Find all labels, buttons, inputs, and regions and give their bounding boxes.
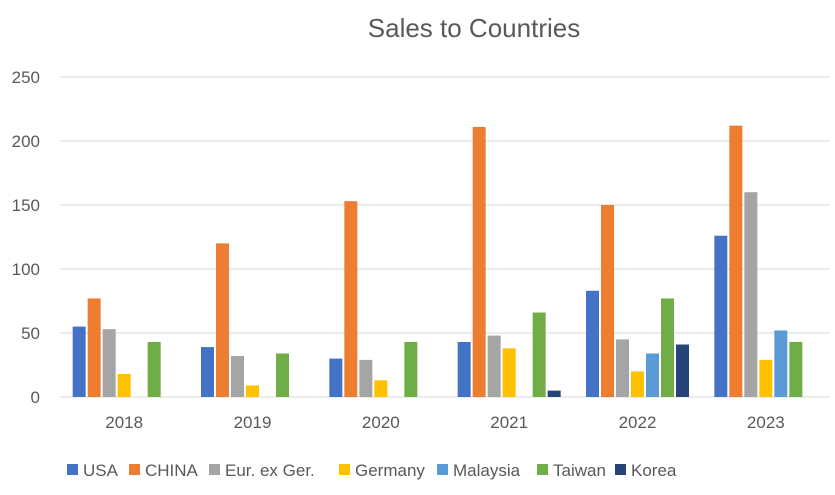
bar-germany-2019 — [246, 385, 259, 397]
bar-korea-2022 — [676, 344, 689, 397]
bar-taiwan-2022 — [661, 298, 674, 397]
legend-swatch — [537, 464, 548, 475]
x-tick-label: 2019 — [234, 413, 272, 432]
bar-china-2021 — [472, 126, 486, 398]
bar-germany-2020 — [374, 380, 388, 397]
bar-china-2019 — [216, 243, 229, 397]
y-tick-label: 150 — [12, 196, 40, 215]
bar-taiwan-2021 — [532, 312, 546, 397]
bar-eur-ex-ger--2019 — [231, 356, 244, 397]
bar-malaysia-2023 — [774, 330, 788, 397]
bar-eur-ex-ger--2020 — [359, 359, 373, 397]
bar-eur-ex-ger--2023 — [744, 192, 758, 397]
legend-label: Malaysia — [453, 461, 521, 480]
bar-usa-2020 — [329, 358, 343, 397]
bar-china-2020 — [344, 201, 358, 397]
y-tick-label: 100 — [12, 260, 40, 279]
bar-china-2018 — [87, 298, 101, 397]
bar-taiwan-2018 — [147, 341, 161, 397]
legend-label: Korea — [631, 461, 677, 480]
legend-swatch — [129, 464, 140, 475]
bar-eur-ex-ger--2022 — [616, 339, 629, 397]
y-tick-label: 200 — [12, 132, 40, 151]
bar-taiwan-2020 — [404, 341, 418, 397]
y-tick-label: 50 — [21, 324, 40, 343]
bar-eur-ex-ger--2018 — [102, 329, 116, 397]
bar-taiwan-2019 — [276, 353, 289, 397]
bar-usa-2018 — [72, 326, 86, 397]
x-tick-label: 2021 — [490, 413, 528, 432]
legend-swatch — [339, 464, 350, 475]
bar-germany-2023 — [759, 359, 773, 397]
x-tick-label: 2022 — [619, 413, 657, 432]
chart-title: Sales to Countries — [368, 13, 580, 43]
bar-eur-ex-ger--2021 — [487, 335, 501, 397]
legend-label: Taiwan — [553, 461, 606, 480]
x-tick-label: 2018 — [105, 413, 143, 432]
bar-germany-2022 — [631, 371, 644, 397]
x-tick-label: 2023 — [747, 413, 785, 432]
bar-taiwan-2023 — [789, 341, 803, 397]
bar-usa-2021 — [457, 341, 471, 397]
y-tick-label: 0 — [31, 388, 40, 407]
x-tick-label: 2020 — [362, 413, 400, 432]
bar-germany-2021 — [502, 348, 516, 397]
bar-usa-2019 — [201, 347, 214, 397]
bar-germany-2018 — [117, 373, 131, 397]
bar-malaysia-2022 — [646, 353, 659, 397]
bar-china-2022 — [601, 205, 614, 397]
legend-label: USA — [83, 461, 119, 480]
legend-swatch — [615, 464, 626, 475]
legend-swatch — [67, 464, 78, 475]
legend-label: Eur. ex Ger. — [225, 461, 315, 480]
bar-china-2023 — [729, 125, 743, 397]
legend-swatch — [209, 464, 220, 475]
bar-usa-2023 — [714, 235, 728, 397]
legend-label: Germany — [355, 461, 425, 480]
legend-label: CHINA — [145, 461, 199, 480]
legend-swatch — [437, 464, 448, 475]
y-tick-label: 250 — [12, 68, 40, 87]
bar-korea-2021 — [547, 390, 561, 397]
bar-usa-2022 — [586, 290, 599, 397]
